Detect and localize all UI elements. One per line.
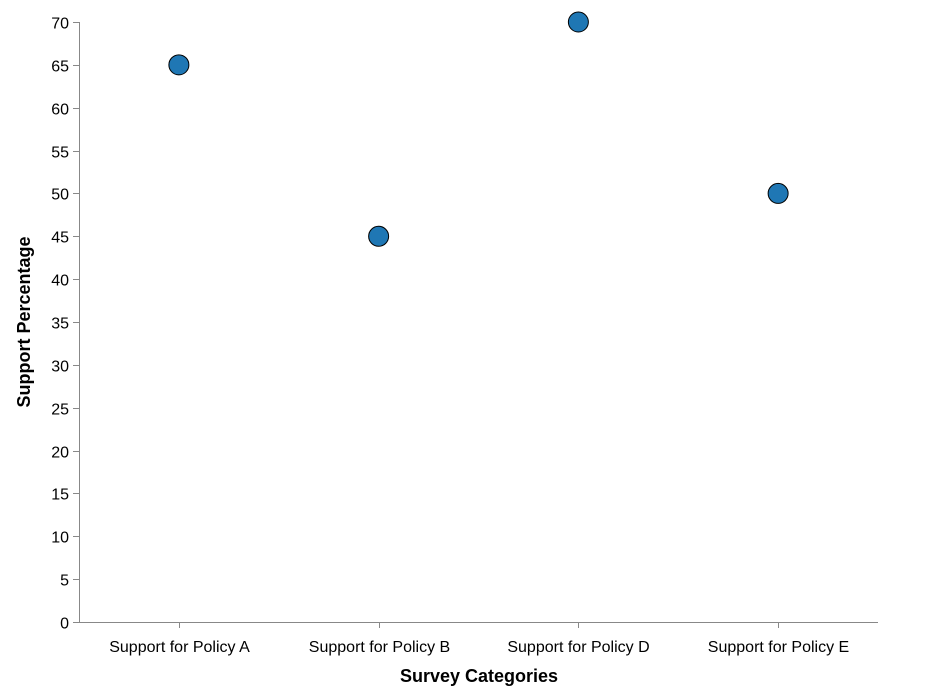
y-tick-label: 35 — [51, 316, 69, 333]
x-axis-title: Survey Categories — [400, 666, 558, 686]
x-axis: Support for Policy A Support for Policy B… — [79, 622, 878, 656]
y-tick-label: 55 — [51, 145, 69, 162]
data-points — [168, 11, 789, 247]
y-tick-label: 30 — [51, 359, 69, 376]
y-tick-label: 15 — [51, 487, 69, 504]
y-tick-label: 25 — [51, 402, 69, 419]
y-tick-label: 40 — [51, 273, 69, 290]
x-tick-label: Support for Policy B — [309, 639, 450, 656]
y-tick-label: 50 — [51, 187, 69, 204]
data-point — [368, 225, 390, 247]
y-tick-label: 45 — [51, 230, 69, 247]
y-tick-label: 65 — [51, 59, 69, 76]
y-axis: 0 5 10 15 20 25 30 35 40 45 50 55 60 65 70 — [51, 16, 80, 633]
y-tick-label: 60 — [51, 102, 69, 119]
x-tick-label: Support for Policy D — [507, 639, 649, 656]
x-tick-label: Support for Policy A — [109, 639, 250, 656]
y-axis-title: Support Percentage — [14, 236, 34, 407]
y-tick-label: 20 — [51, 445, 69, 462]
x-tick-label: Support for Policy E — [708, 639, 849, 656]
data-point — [567, 11, 589, 33]
data-point — [767, 182, 789, 204]
y-tick-label: 5 — [60, 573, 69, 590]
y-tick-label: 0 — [60, 616, 69, 633]
y-tick-label: 10 — [51, 530, 69, 547]
y-tick-label: 70 — [51, 16, 69, 33]
data-point — [168, 54, 190, 76]
